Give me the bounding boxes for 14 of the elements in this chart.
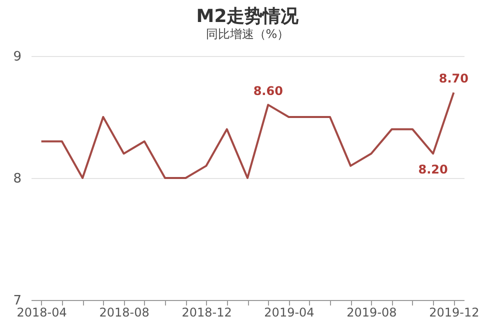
chart-subtitle: 同比增速（%）: [206, 27, 290, 41]
x-tick-label: 2018-12: [182, 306, 232, 320]
data-label: 8.20: [418, 162, 448, 177]
y-tick-label: 9: [13, 50, 22, 64]
x-tick-label: 2019-12: [429, 306, 480, 320]
data-label: 8.60: [253, 84, 283, 98]
x-tick-label: 2018-08: [99, 306, 150, 320]
y-tick-label: 8: [13, 172, 22, 186]
chart-title: M2走势情况: [196, 6, 300, 27]
x-tick-label: 2019-04: [264, 306, 314, 320]
data-label: 8.70: [438, 72, 468, 86]
x-tick-label: 2019-08: [346, 306, 397, 320]
y-tick-label: 7: [13, 294, 22, 308]
x-tick-label: 2018-04: [16, 306, 67, 320]
